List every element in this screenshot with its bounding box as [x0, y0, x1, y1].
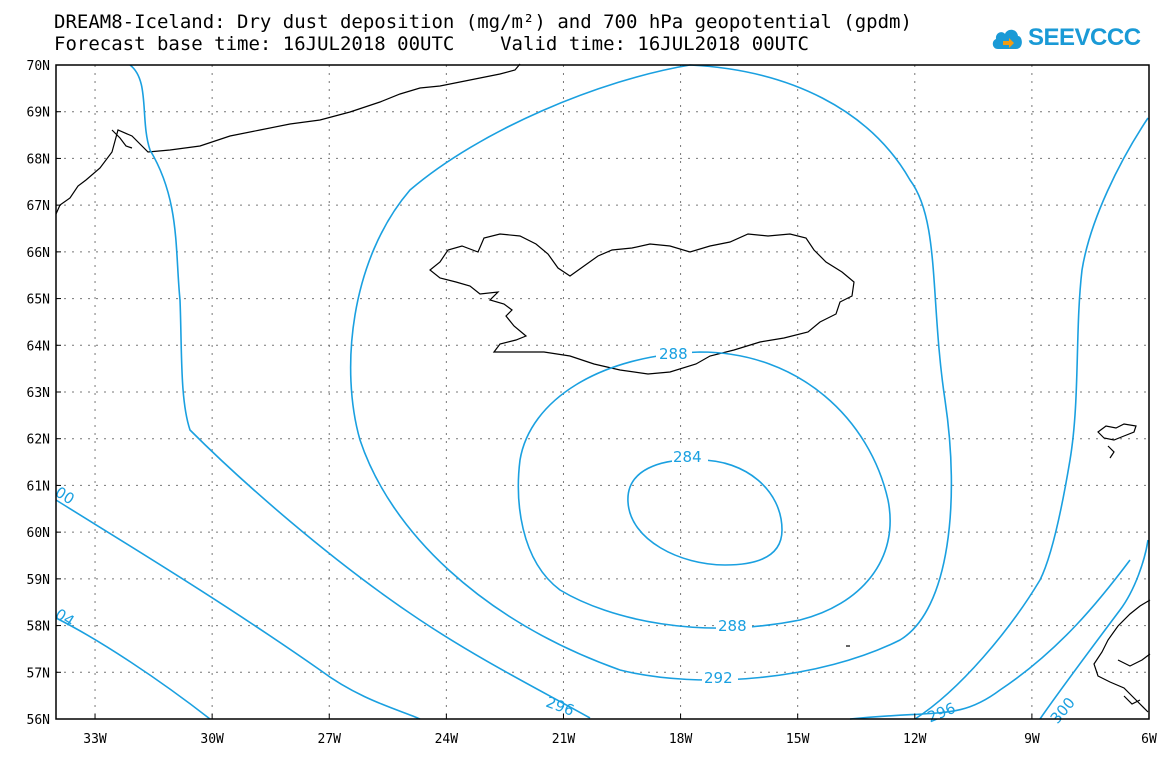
lat-label: 68N [27, 152, 50, 167]
lat-label: 69N [27, 106, 50, 121]
lon-label: 21W [552, 732, 576, 747]
contour-300 [55, 499, 1149, 720]
lat-label: 61N [27, 479, 50, 494]
lat-label: 62N [27, 433, 50, 448]
lon-label: 27W [318, 732, 342, 747]
coastlines [55, 63, 1151, 713]
longitude-axis: 33W 30W 27W 24W 21W 18W 15W 12W 9W 6W [83, 714, 1157, 747]
map-grid [56, 65, 1149, 719]
lon-label: 15W [786, 732, 810, 747]
lon-label: 6W [1141, 732, 1157, 747]
contour-label: 288 [659, 345, 688, 363]
contour-labels: 288 284 288 292 296 296 300 00 04 [52, 344, 1079, 727]
lat-label: 58N [27, 620, 50, 635]
lat-label: 59N [27, 573, 50, 588]
lon-label: 12W [903, 732, 927, 747]
contour-284 [627, 459, 783, 566]
contour-label: 296 [544, 693, 577, 720]
latitude-axis: 70N 69N 68N 67N 66N 65N 64N 63N 62N 61N 60N 59N 58N 5… [27, 59, 61, 728]
map-title-line1: DREAM8-Iceland: Dry dust deposition (mg/… [54, 11, 912, 33]
contour-label: 288 [718, 617, 747, 635]
lat-label: 67N [27, 199, 50, 214]
lat-label: 56N [27, 713, 50, 728]
lat-label: 64N [27, 339, 50, 354]
iceland-coast [429, 233, 855, 375]
lon-label: 24W [435, 732, 459, 747]
seevccc-logo: SEEVCCC [990, 18, 1141, 58]
lon-label: 9W [1024, 732, 1040, 747]
lat-label: 60N [27, 526, 50, 541]
map-title-line2: Forecast base time: 16JUL2018 00UTC Vali… [54, 33, 809, 55]
lat-label: 65N [27, 293, 50, 308]
contour-label: 296 [925, 699, 958, 726]
lat-label: 57N [27, 666, 50, 681]
scotland-coast [1093, 599, 1151, 713]
contour-288 [517, 351, 891, 629]
contour-label: 300 [1047, 694, 1079, 728]
lat-label: 70N [27, 59, 50, 74]
lat-label: 66N [27, 246, 50, 261]
lon-label: 30W [200, 732, 224, 747]
contour-296 [129, 64, 1131, 720]
contour-label: 292 [704, 669, 733, 687]
greenland-coast [55, 63, 521, 215]
logo-text: SEEVCCC [1028, 24, 1141, 51]
faroe-coast [1097, 423, 1137, 441]
lat-label: 63N [27, 386, 50, 401]
cloud-icon [992, 29, 1022, 49]
contour-304 [55, 617, 211, 720]
lon-label: 18W [669, 732, 693, 747]
contour-label: 284 [673, 448, 702, 466]
contour-296-right [914, 117, 1149, 720]
lon-label: 33W [83, 732, 107, 747]
